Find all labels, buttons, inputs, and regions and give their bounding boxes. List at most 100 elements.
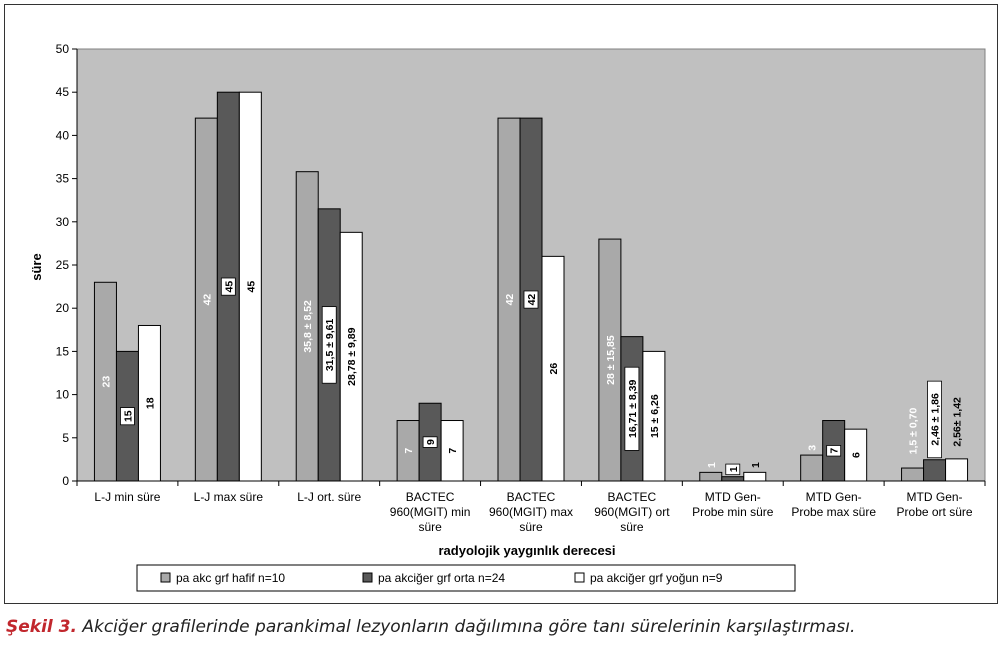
data-label-group: 35,8 ± 8,52 bbox=[302, 300, 314, 353]
data-label-group: 1,5 ± 0,70 bbox=[908, 408, 920, 455]
bar bbox=[743, 471, 767, 482]
data-label-group: 15 ± 6,26 bbox=[649, 394, 661, 438]
bar bbox=[800, 454, 824, 482]
bar bbox=[541, 255, 565, 482]
x-tick-label: L-J max süre bbox=[194, 490, 264, 504]
data-label-box bbox=[725, 463, 741, 476]
data-label: 2,46 ± 1,86 bbox=[930, 393, 942, 446]
y-tick-label: 40 bbox=[56, 128, 70, 142]
legend-swatch bbox=[160, 572, 171, 583]
x-tick-label-line: L-J max süre bbox=[194, 490, 264, 504]
data-label-group: 26 bbox=[548, 363, 560, 375]
data-label-group: 6 bbox=[851, 452, 863, 458]
data-label-box bbox=[120, 407, 135, 426]
data-label: 1 bbox=[750, 462, 762, 468]
data-label: 7 bbox=[447, 448, 459, 454]
data-label: 1 bbox=[706, 462, 718, 468]
data-label-group: 3 bbox=[807, 445, 819, 451]
data-label: 9 bbox=[425, 439, 437, 445]
data-label-group: 42 bbox=[201, 294, 213, 306]
data-label: 2,56± 1,42 bbox=[952, 397, 964, 447]
bar bbox=[238, 91, 262, 482]
data-label-group: 42 bbox=[504, 294, 516, 306]
x-tick-label-line: MTD Gen- bbox=[907, 490, 963, 504]
data-label-group: 1 bbox=[725, 463, 741, 476]
x-tick-label-line: MTD Gen- bbox=[806, 490, 862, 504]
bar bbox=[923, 459, 947, 482]
data-label: 26 bbox=[548, 363, 560, 375]
x-tick-label-line: BACTEC bbox=[608, 490, 657, 504]
x-tick-label-line: BACTEC bbox=[507, 490, 556, 504]
data-labels: 23 15 18 42 45 45 35,8 ± 8,52 31,5 ± 9,61 28,78 … bbox=[100, 277, 964, 476]
x-tick-label-line: L-J ort. süre bbox=[297, 490, 361, 504]
x-tick-label: MTD Gen-Probe min süre bbox=[692, 490, 774, 519]
data-label: 1,5 ± 0,70 bbox=[908, 408, 920, 455]
data-label: 42 bbox=[504, 294, 516, 306]
data-label-box bbox=[826, 445, 842, 457]
data-label-box bbox=[523, 290, 539, 309]
data-label: 31,5 ± 9,61 bbox=[324, 319, 336, 372]
bar bbox=[642, 350, 666, 482]
data-label-group: 45 bbox=[245, 281, 257, 293]
y-tick-label: 25 bbox=[56, 258, 70, 272]
data-label-group: 7 bbox=[447, 448, 459, 454]
legend-swatch bbox=[362, 572, 373, 583]
data-label: 28 ± 15,85 bbox=[605, 335, 617, 385]
y-tick-label: 15 bbox=[56, 344, 70, 358]
data-label: 42 bbox=[201, 294, 213, 306]
x-tick-label-line: Probe min süre bbox=[692, 505, 774, 519]
data-label: 23 bbox=[100, 376, 112, 388]
data-label-group: 9 bbox=[422, 436, 438, 448]
data-label-box bbox=[220, 277, 236, 296]
x-tick-label-line: süre bbox=[418, 520, 442, 534]
x-tick-label: L-J min süre bbox=[94, 490, 160, 504]
data-label-box bbox=[927, 380, 942, 459]
bar bbox=[699, 471, 723, 482]
bar bbox=[721, 476, 745, 482]
x-tick-labels: L-J min süre L-J max süre L-J ort. süre BAC… bbox=[94, 490, 972, 534]
x-axis-label: radyolojik yaygınlık derecesi bbox=[438, 543, 615, 558]
figure-frame: 0 5 10 15 20 25 30 35 40 45 50 23 15 18 42 45 45 35,8 ± … bbox=[4, 4, 998, 604]
x-tick-label-line: 960(MGIT) min bbox=[390, 505, 471, 519]
data-label-group: 7 bbox=[826, 445, 842, 457]
x-tick-label: MTD Gen-Probe ort süre bbox=[897, 490, 973, 519]
caption-text: Akciğer grafilerinde parankimal lezyonla… bbox=[76, 617, 856, 637]
data-label-group: 28,78 ± 9,89 bbox=[346, 327, 358, 385]
legend-box bbox=[136, 564, 796, 592]
data-label: 1 bbox=[728, 466, 740, 472]
data-label: 15 bbox=[122, 410, 134, 422]
x-tick-label-line: süre bbox=[519, 520, 543, 534]
data-label-group: 2,56± 1,42 bbox=[952, 397, 964, 447]
data-label: 3 bbox=[807, 445, 819, 451]
y-tick-label: 0 bbox=[62, 474, 69, 488]
x-tick-label: BACTEC 960(MGIT) ort süre bbox=[594, 490, 670, 534]
bar bbox=[945, 458, 969, 482]
bar bbox=[137, 324, 161, 482]
data-label-group: 1 bbox=[706, 462, 718, 468]
data-label-group: 45 bbox=[220, 277, 236, 296]
data-label-group: 16,71 ± 8,39 bbox=[624, 366, 640, 451]
data-label: 6 bbox=[851, 452, 863, 458]
data-label: 18 bbox=[144, 397, 156, 409]
data-label: 7 bbox=[829, 448, 841, 454]
x-tick-label-line: 960(MGIT) max bbox=[489, 505, 573, 519]
x-tick-label-line: 960(MGIT) ort bbox=[594, 505, 670, 519]
data-label: 28,78 ± 9,89 bbox=[346, 327, 358, 385]
data-label-box bbox=[422, 436, 438, 448]
data-label-group: 7 bbox=[403, 448, 415, 454]
legend-swatch bbox=[574, 572, 585, 583]
x-tick-label-line: BACTEC bbox=[406, 490, 455, 504]
bar bbox=[844, 428, 868, 482]
y-tick-label: 35 bbox=[56, 172, 70, 186]
y-tick-label: 20 bbox=[56, 301, 70, 315]
y-axis-label: süre bbox=[29, 253, 44, 280]
data-label-group: 31,5 ± 9,61 bbox=[321, 306, 337, 384]
y-tick-label: 30 bbox=[56, 215, 70, 229]
x-tick-label-line: Probe max süre bbox=[791, 505, 876, 519]
legend-label: pa akc grf hafif n=10 bbox=[176, 571, 285, 585]
x-tick-label: MTD Gen-Probe max süre bbox=[791, 490, 876, 519]
y-tick-label: 45 bbox=[56, 85, 70, 99]
data-label-group: 2,46 ± 1,86 bbox=[927, 380, 942, 459]
data-label-box bbox=[321, 306, 337, 384]
bar bbox=[440, 420, 464, 482]
